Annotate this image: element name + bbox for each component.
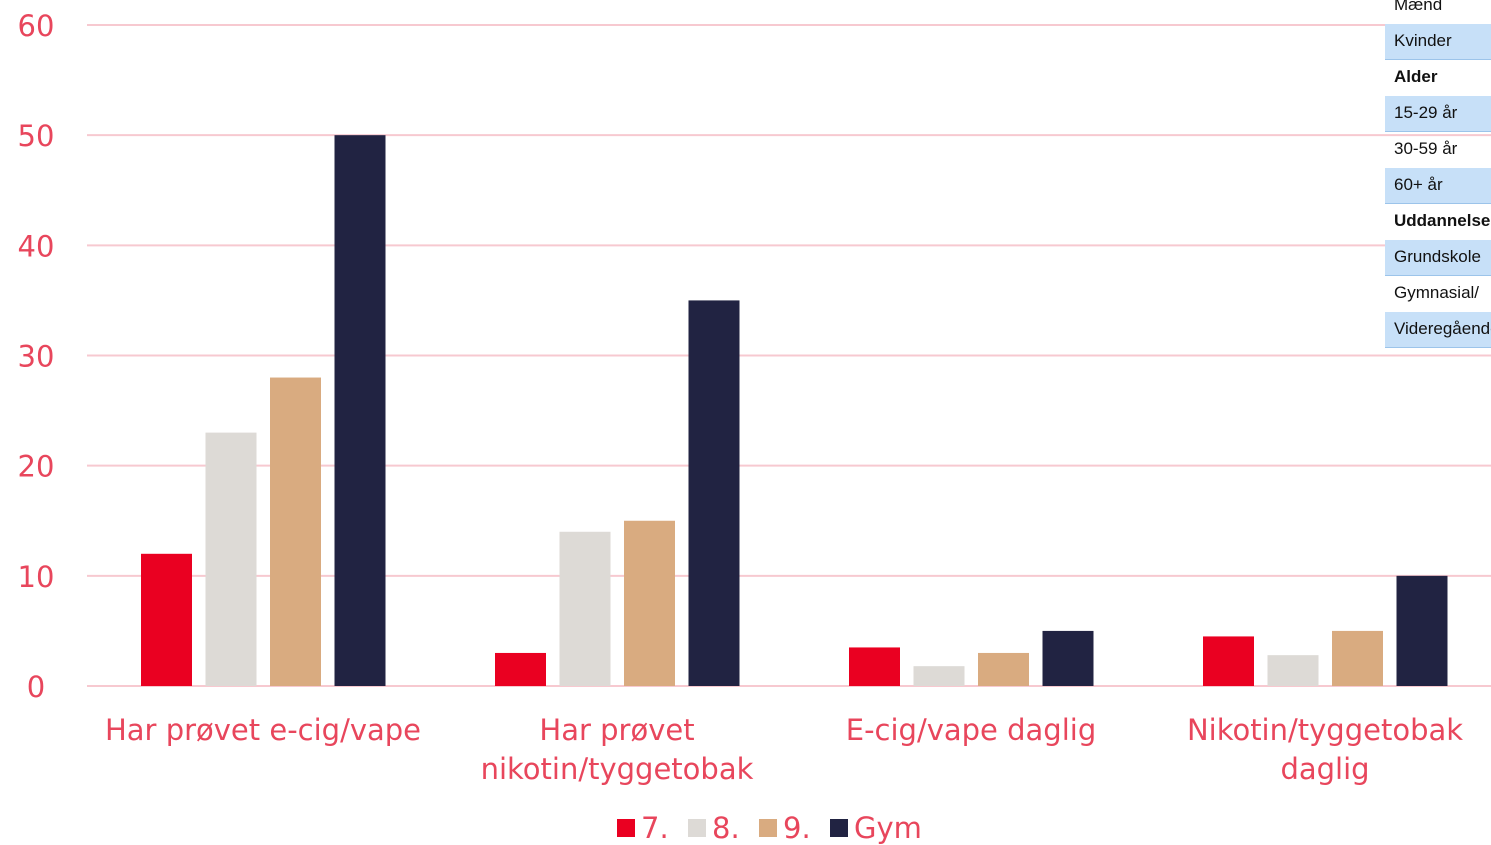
bar-8-0 <box>205 432 257 686</box>
y-tick-label: 30 <box>18 340 55 374</box>
bar-8-3 <box>1267 655 1319 686</box>
bars <box>141 135 1448 686</box>
bar-7-3 <box>1203 636 1254 686</box>
bar-gym-1 <box>688 300 740 686</box>
overlay-row-label: Videregående <box>1385 312 1491 348</box>
y-tick-label: 20 <box>18 450 55 484</box>
bar-gym-0 <box>334 135 386 686</box>
overlay-row-label: 30-59 år <box>1394 139 1458 158</box>
x-category-label: Nikotin/tyggetobak daglig <box>1187 713 1463 786</box>
legend-swatch <box>688 819 706 837</box>
overlay-row-label: Grundskole <box>1385 240 1491 276</box>
legend-label: 9. <box>783 811 811 845</box>
x-category-label: E-cig/vape daglig <box>846 713 1096 747</box>
overlay-row-label: Gymnasial/ <box>1394 283 1480 302</box>
bar-7-1 <box>495 652 546 686</box>
overlay-category-table: Mænd Kvinder Alder 15-29 år 30-59 år 60+ år Ud… <box>1385 0 1491 348</box>
bar-9-2 <box>978 652 1029 686</box>
overlay-row-label: 60+ år <box>1385 168 1491 204</box>
legend-label: 8. <box>712 811 740 845</box>
bar-9-0 <box>270 377 321 686</box>
legend: 7. 8. 9. Gym <box>617 811 922 845</box>
y-tick-label: 0 <box>27 670 45 704</box>
y-axis-tick-labels: 0 10 20 30 40 50 60 <box>18 9 55 704</box>
y-tick-label: 10 <box>18 560 55 594</box>
x-category-label: Har prøvet e-cig/vape <box>105 713 421 747</box>
overlay-row-label: Mænd <box>1394 0 1443 14</box>
overlay-row-label: Uddannelse <box>1394 211 1491 230</box>
overlay-row-label: Kvinder <box>1385 24 1491 60</box>
overlay-row-label: 15-29 år <box>1385 96 1491 132</box>
legend-swatch <box>759 819 777 837</box>
y-tick-label: 50 <box>18 119 55 153</box>
legend-label: Gym <box>854 811 922 845</box>
y-tick-label: 40 <box>18 229 55 263</box>
legend-swatch <box>617 819 635 837</box>
bar-9-1 <box>624 520 675 686</box>
bar-gym-3 <box>1396 575 1448 686</box>
bar-8-2 <box>913 666 965 686</box>
legend-swatch <box>830 819 848 837</box>
x-axis-category-labels: Har prøvet e-cig/vape Har prøvet nikotin/t… <box>105 713 1463 786</box>
y-tick-label: 60 <box>18 9 55 43</box>
bar-7-2 <box>849 647 900 686</box>
bar-8-1 <box>559 531 611 686</box>
bar-7-0 <box>141 553 192 686</box>
x-category-label: Har prøvet nikotin/tyggetobak <box>481 713 754 786</box>
legend-label: 7. <box>641 811 669 845</box>
bar-9-3 <box>1332 630 1383 686</box>
overlay-row-label: Alder <box>1394 67 1438 86</box>
bar-gym-2 <box>1042 630 1094 686</box>
